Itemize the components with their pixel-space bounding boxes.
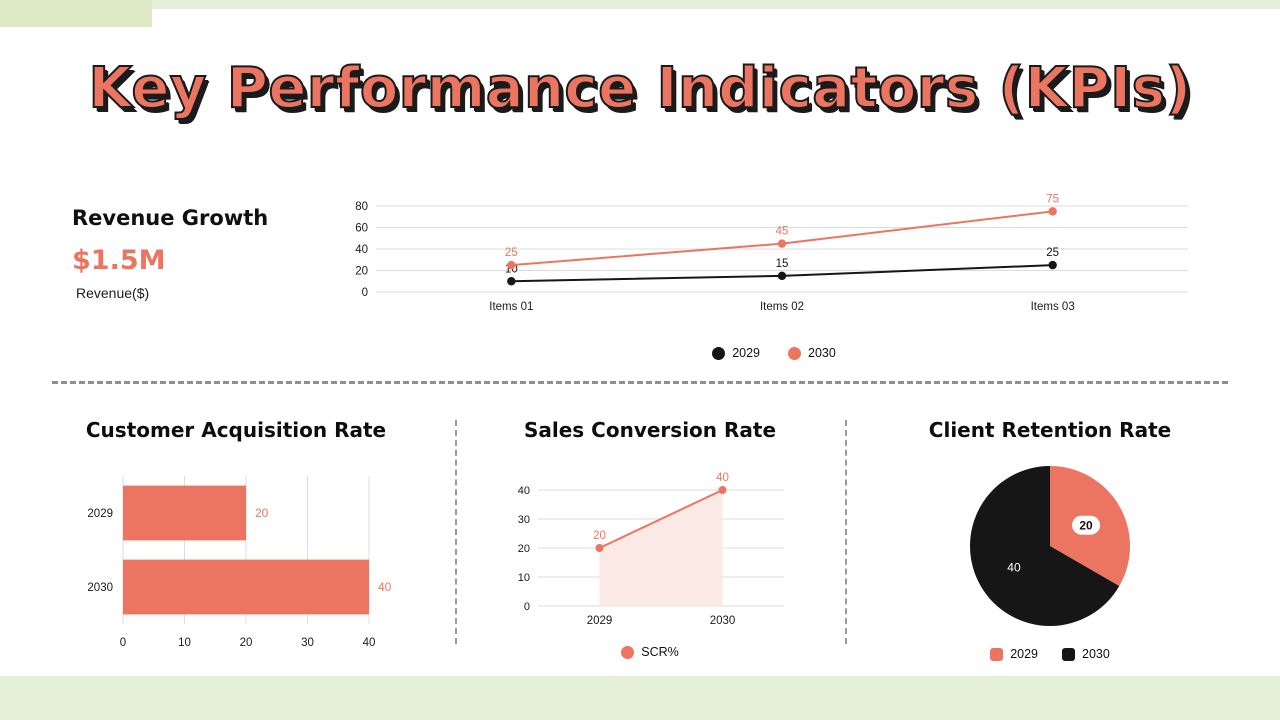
data-label: 20 [593, 530, 606, 542]
data-point [507, 277, 516, 286]
legend-item-2029: 2029 [712, 346, 760, 360]
top-strip [0, 0, 1280, 9]
y-tick-label: 0 [524, 601, 530, 613]
y-tick-label: 20 [518, 543, 530, 555]
bar-value-label: 20 [255, 506, 269, 520]
bottom-strip [0, 676, 1280, 720]
customer-acquisition-title: Customer Acquisition Rate [85, 418, 387, 442]
legend-swatch-2029 [712, 346, 726, 360]
x-tick-label: 2029 [587, 615, 613, 627]
data-label: 15 [776, 258, 789, 270]
legend-label-2029: 2029 [732, 346, 760, 360]
area-chart-legend: SCR% [470, 645, 830, 659]
data-point [777, 271, 787, 281]
x-tick-label: 20 [240, 637, 253, 649]
legend-item-scr: SCR% [621, 645, 679, 659]
page-title: Key Performance Indicators (KPIs) [87, 55, 1192, 122]
legend-item-pie-2030: 2030 [1062, 647, 1110, 661]
top-left-corner-accent [0, 0, 152, 27]
y-tick-label: 40 [518, 485, 530, 497]
data-point [507, 260, 516, 270]
sales-conversion-title: Sales Conversion Rate [523, 418, 777, 442]
revenue-growth-block: Revenue Growth $1.5M Revenue($) [72, 206, 268, 301]
client-retention-title: Client Retention Rate [928, 418, 1172, 442]
data-label: 25 [1046, 247, 1059, 259]
y-category-label: 2029 [87, 508, 113, 520]
legend-label-pie-2030: 2030 [1082, 647, 1110, 661]
x-tick-label: 40 [363, 637, 376, 649]
legend-swatch-scr [621, 645, 635, 659]
customer-acquisition-panel: Customer Acquisition Rate 0 10 20 30 40 2029 2… [36, 418, 436, 657]
data-label: 45 [776, 226, 789, 238]
data-label: 75 [1046, 193, 1059, 205]
revenue-sublabel: Revenue($) [76, 285, 150, 301]
x-tick-label: Items 02 [760, 301, 804, 313]
y-tick-label: 40 [355, 244, 368, 256]
horizontal-dashed-divider [52, 381, 1228, 384]
y-tick-label: 10 [518, 572, 530, 584]
pie-chart-legend: 2029 2030 [860, 647, 1240, 661]
pie-value-label: 20 [1079, 519, 1093, 533]
pie-label-pill [1072, 515, 1101, 535]
legend-swatch-pie-2030 [1062, 647, 1075, 661]
x-tick-label: Items 03 [1031, 301, 1075, 313]
y-tick-label: 30 [518, 514, 530, 526]
y-tick-label: 0 [362, 287, 368, 299]
area-fill [599, 490, 723, 606]
data-point [1048, 207, 1057, 216]
x-tick-label: 10 [178, 637, 191, 649]
x-tick-label: 30 [301, 637, 314, 649]
client-retention-panel: Client Retention Rate 20 40 2029 2030 [860, 418, 1240, 661]
vertical-dashed-divider-2 [845, 420, 847, 644]
x-tick-label: 0 [120, 637, 126, 649]
data-point [777, 239, 787, 248]
data-point [595, 544, 604, 552]
pie-slice-2030 [970, 466, 1120, 626]
x-tick-label: 2030 [710, 615, 736, 627]
data-point [718, 486, 727, 494]
legend-label-2030: 2030 [808, 346, 836, 360]
y-tick-label: 80 [355, 201, 368, 213]
series-line-SCR% [599, 489, 723, 549]
legend-swatch-2030 [788, 346, 801, 360]
legend-swatch-pie-2029 [990, 647, 1004, 661]
bar-value-label: 40 [378, 580, 392, 594]
revenue-growth-heading: Revenue Growth [72, 206, 269, 230]
bar-2029 [123, 485, 246, 541]
legend-item-2030: 2030 [788, 346, 836, 360]
revenue-value: $1.5M [72, 245, 166, 276]
data-label: 40 [716, 472, 729, 484]
y-tick-label: 60 [355, 223, 368, 235]
line-chart-legend: 2029 2030 [338, 346, 1210, 360]
y-tick-label: 20 [355, 266, 368, 278]
y-category-label: 2030 [87, 582, 113, 594]
x-tick-label: Items 01 [489, 301, 533, 313]
bar-2030 [123, 559, 369, 615]
legend-item-pie-2029: 2029 [990, 647, 1038, 661]
data-point [1048, 260, 1057, 270]
sales-conversion-panel: Sales Conversion Rate 0 10 20 30 40 2029 2030 2… [470, 418, 830, 659]
data-label: 25 [505, 247, 518, 259]
pie-value-label: 40 [1007, 560, 1021, 574]
legend-label-scr: SCR% [641, 645, 679, 659]
vertical-dashed-divider-1 [455, 420, 457, 644]
legend-label-pie-2029: 2029 [1010, 647, 1038, 661]
